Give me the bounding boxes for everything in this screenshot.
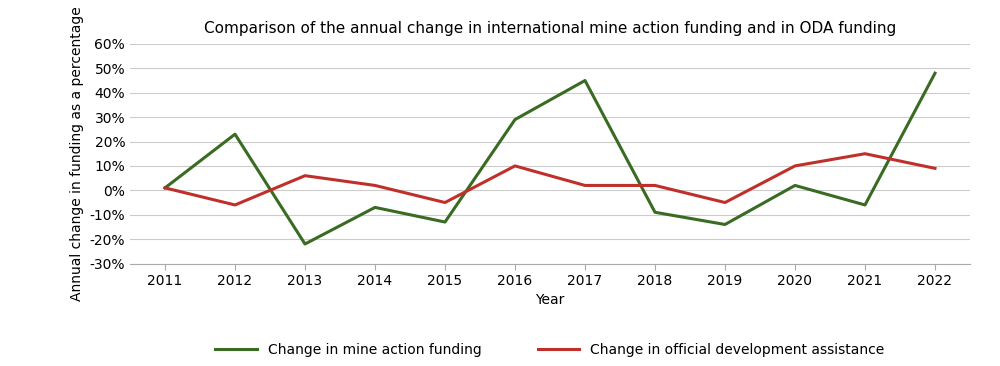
- Legend: Change in mine action funding, Change in official development assistance: Change in mine action funding, Change in…: [208, 336, 892, 364]
- Change in mine action funding: [649, 210, 661, 214]
- Change in mine action funding: [789, 183, 801, 188]
- Change in mine action funding: [369, 205, 381, 210]
- Title: Comparison of the annual change in international mine action funding and in ODA : Comparison of the annual change in inter…: [204, 21, 896, 36]
- Change in official development assistance: [229, 203, 241, 207]
- Change in mine action funding: [439, 220, 451, 224]
- Change in mine action funding: [929, 71, 941, 75]
- Change in official development assistance: [579, 183, 591, 188]
- Change in mine action funding: [719, 222, 731, 227]
- Line: Change in mine action funding: Change in mine action funding: [165, 73, 935, 244]
- Change in official development assistance: [789, 164, 801, 168]
- Change in mine action funding: [579, 78, 591, 83]
- Change in mine action funding: [859, 203, 871, 207]
- Change in official development assistance: [509, 164, 521, 168]
- Change in official development assistance: [299, 173, 311, 178]
- Line: Change in official development assistance: Change in official development assistanc…: [165, 154, 935, 205]
- Change in mine action funding: [509, 117, 521, 122]
- Change in official development assistance: [649, 183, 661, 188]
- Y-axis label: Annual change in funding as a percentage: Annual change in funding as a percentage: [70, 6, 84, 301]
- Change in official development assistance: [929, 166, 941, 171]
- Change in mine action funding: [159, 186, 171, 190]
- X-axis label: Year: Year: [535, 294, 565, 307]
- Change in official development assistance: [719, 200, 731, 205]
- Change in mine action funding: [299, 242, 311, 246]
- Change in official development assistance: [159, 186, 171, 190]
- Change in mine action funding: [229, 132, 241, 137]
- Change in official development assistance: [859, 152, 871, 156]
- Change in official development assistance: [369, 183, 381, 188]
- Change in official development assistance: [439, 200, 451, 205]
